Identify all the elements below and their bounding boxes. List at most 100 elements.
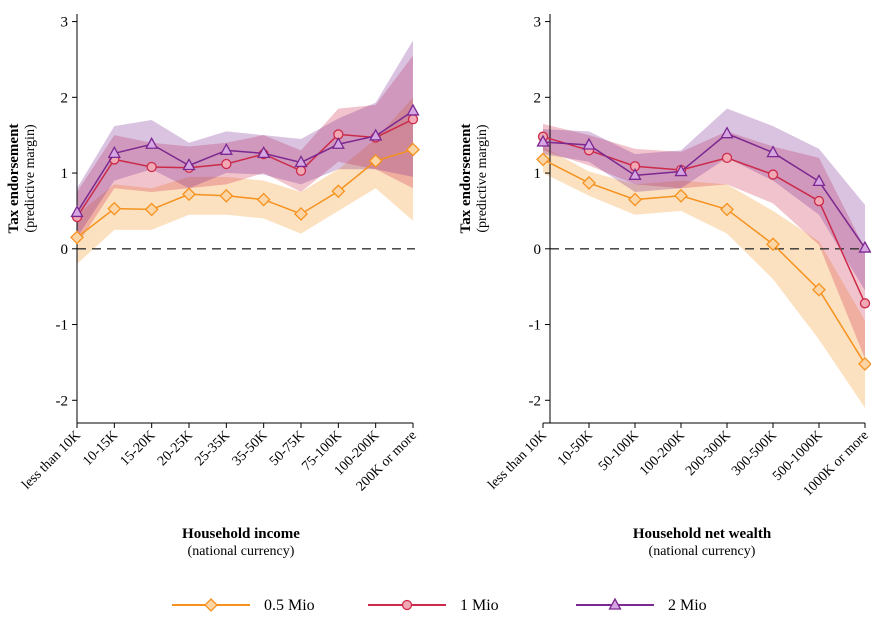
- data-point-1: [295, 165, 307, 176]
- ci-band-0: [77, 97, 413, 264]
- x-axis-subtitle: (national currency): [188, 544, 295, 559]
- x-tick-label: 15-20K: [118, 428, 159, 469]
- data-point-2: [331, 136, 345, 149]
- x-tick-label: 100-200K: [637, 428, 688, 479]
- series-line-1: [542, 135, 866, 304]
- data-point-0: [144, 202, 159, 217]
- legend-item: 0.5 Mio: [172, 597, 315, 614]
- x-tick-label: 20-25K: [155, 428, 196, 469]
- x-axis-title: Household income: [182, 526, 300, 542]
- data-point-2: [582, 137, 596, 150]
- series-line-2: [542, 132, 866, 249]
- legend-label: 2 Mio: [668, 597, 707, 614]
- data-point-0: [294, 207, 308, 221]
- series-line-2: [76, 110, 414, 213]
- panel-1: -2 -1 0 1 2 3 less than 10K10-15K15-20K20-25K2…: [6, 14, 420, 559]
- legend-label: 1 Mio: [460, 597, 499, 614]
- data-point-2: [219, 142, 233, 155]
- ci-band-0: [543, 146, 865, 408]
- legend-item: 1 Mio: [368, 597, 499, 614]
- data-point-1: [407, 114, 419, 125]
- x-tick-label: 25-35K: [192, 428, 233, 469]
- data-point-0: [812, 282, 826, 297]
- data-point-1: [146, 161, 157, 173]
- data-point-2: [858, 240, 871, 253]
- data-point-2: [294, 155, 308, 168]
- data-point-0: [368, 154, 383, 168]
- x-tick-label: less than 10K: [19, 428, 84, 493]
- y-axis-subtitle: (predictive margin): [475, 124, 490, 233]
- data-point-2: [107, 146, 121, 159]
- x-tick-label: 200-300K: [683, 428, 734, 479]
- y-axis-title: Tax endorsement: [6, 124, 22, 234]
- data-point-1: [721, 152, 733, 164]
- data-point-2: [70, 205, 84, 218]
- data-point-0: [107, 201, 122, 216]
- panel-2: -2 -1 0 1 2 3 less than 10K 10-50K 50-100K100-20…: [458, 14, 871, 559]
- data-point-2: [766, 145, 780, 158]
- data-point-1: [859, 298, 871, 309]
- y-tick-label: 3: [61, 15, 69, 31]
- data-point-0: [536, 152, 550, 167]
- data-point-0: [182, 187, 196, 202]
- y-tick-label: 2: [61, 90, 69, 106]
- x-tick-label: 35-50K: [230, 428, 271, 469]
- y-tick-label: 0: [534, 242, 542, 258]
- ci-band-1: [543, 123, 865, 359]
- data-point-0: [219, 188, 234, 203]
- y-tick-label: 1: [534, 166, 542, 182]
- legend: 0.5 Mio 1 Mio 2 Mio: [172, 597, 707, 614]
- data-point-0: [628, 192, 642, 207]
- data-point-2: [406, 103, 420, 116]
- x-tick-label: 10-50K: [555, 428, 596, 469]
- data-point-2: [182, 158, 196, 171]
- data-point-2: [674, 164, 688, 177]
- data-point-0: [331, 184, 346, 199]
- data-point-0: [406, 142, 420, 157]
- x-tick-label: 50-100K: [596, 428, 642, 474]
- series-line-1: [76, 118, 414, 218]
- legend-label: 0.5 Mio: [264, 597, 315, 614]
- y-tick-label: 1: [61, 166, 69, 182]
- data-point-0: [720, 202, 734, 217]
- data-point-0: [858, 357, 871, 371]
- legend-marker: [204, 598, 218, 612]
- y-tick-label: 3: [534, 15, 542, 31]
- y-tick-label: -2: [56, 393, 69, 409]
- data-point-0: [674, 188, 688, 203]
- y-tick-label: -2: [529, 393, 542, 409]
- data-point-0: [766, 237, 780, 252]
- y-tick-label: 0: [61, 242, 69, 258]
- data-point-1: [813, 195, 825, 207]
- x-axis-subtitle: (national currency): [649, 544, 756, 559]
- data-point-2: [369, 128, 383, 141]
- data-point-2: [628, 167, 642, 180]
- data-point-0: [70, 230, 84, 245]
- legend-marker: [608, 597, 622, 610]
- x-tick-label: less than 10K: [485, 428, 550, 493]
- data-point-2: [812, 174, 826, 187]
- y-tick-label: -1: [529, 318, 542, 334]
- ci-band-2: [77, 40, 413, 238]
- y-axis-subtitle: (predictive margin): [23, 124, 38, 233]
- x-tick-label: 10-15K: [80, 428, 121, 469]
- data-point-2: [145, 136, 159, 149]
- y-tick-label: -1: [56, 318, 69, 334]
- ci-band-2: [543, 108, 865, 291]
- data-point-1: [221, 158, 232, 170]
- data-point-0: [256, 192, 271, 207]
- data-point-2: [536, 134, 550, 147]
- legend-marker: [401, 599, 413, 611]
- y-axis-title: Tax endorsement: [458, 124, 474, 234]
- series-line-0: [76, 148, 414, 239]
- data-point-2: [720, 126, 734, 139]
- series-line-0: [542, 158, 866, 365]
- y-tick-label: 2: [534, 90, 542, 106]
- legend-item: 2 Mio: [576, 597, 707, 614]
- x-axis-title: Household net wealth: [633, 526, 772, 542]
- data-point-2: [257, 146, 271, 159]
- data-point-1: [767, 169, 779, 180]
- ci-band-1: [77, 55, 413, 246]
- data-point-0: [582, 175, 596, 190]
